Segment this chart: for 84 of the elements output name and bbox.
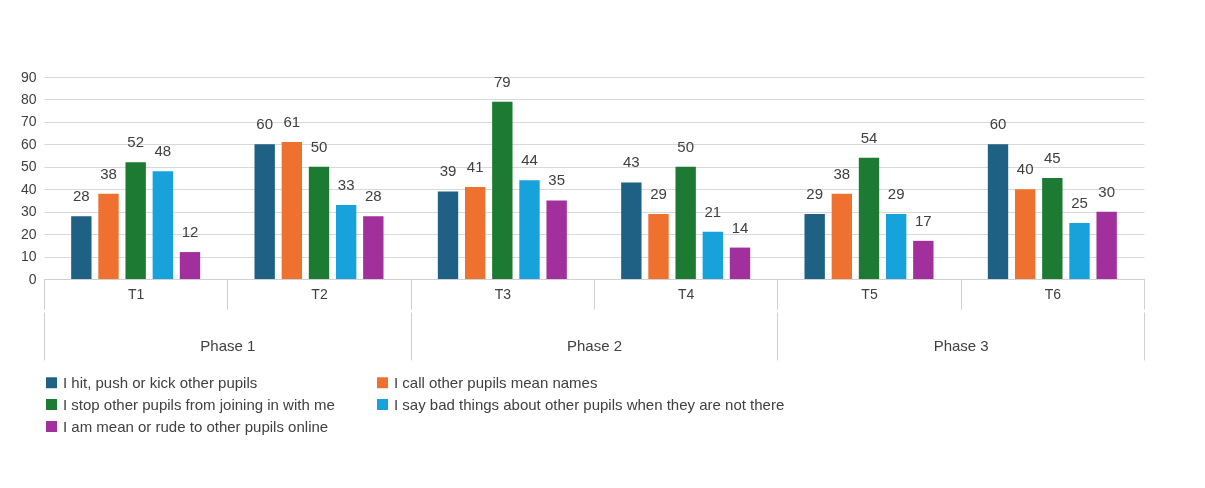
data-label: 29 [650, 184, 667, 202]
bar [437, 191, 459, 279]
legend-label: I call other pupils mean names [394, 373, 598, 391]
data-label: 28 [364, 187, 382, 205]
data-label: 17 [914, 211, 932, 229]
data-label: 50 [310, 137, 328, 155]
data-label: 30 [1098, 182, 1115, 200]
x-tick-label: T2 [311, 285, 328, 302]
bar [913, 240, 934, 279]
y-tick-label: 50 [20, 158, 37, 175]
data-label: 21 [704, 202, 722, 220]
x-tick-label: T3 [494, 285, 512, 302]
y-tick-label: 60 [20, 135, 37, 152]
bar [464, 186, 486, 279]
bar [1042, 178, 1063, 279]
bar [648, 213, 669, 279]
bar [492, 101, 513, 279]
data-label: 28 [73, 187, 90, 205]
bar [546, 200, 567, 279]
bar [621, 182, 642, 279]
bar [1096, 211, 1117, 279]
bar [152, 171, 174, 279]
bar [831, 193, 853, 279]
data-label: 44 [521, 151, 538, 169]
bar [281, 142, 303, 279]
y-tick-label: 90 [20, 68, 37, 85]
x-tick-label: T6 [1044, 285, 1062, 302]
data-label: 43 [623, 153, 640, 171]
data-label: 41 [466, 157, 484, 175]
x-tick-label: T4 [677, 285, 695, 302]
bar [363, 216, 384, 279]
bar [308, 166, 330, 279]
bar [804, 213, 825, 279]
data-label: 48 [154, 142, 172, 160]
x-tick-label: T5 [861, 285, 878, 302]
y-tick-label: 20 [20, 225, 37, 242]
data-label: 79 [493, 72, 511, 90]
data-label: 40 [1016, 160, 1034, 178]
bar [254, 144, 275, 279]
text: Phase 3 [933, 336, 989, 354]
bar [885, 213, 907, 279]
data-label: 33 [337, 175, 355, 193]
bar [987, 144, 1009, 279]
legend-label: I say bad things about other pupils when they are not there [394, 395, 785, 413]
bar [675, 166, 696, 279]
text: Phase 2 [566, 336, 623, 354]
data-label: 54 [860, 128, 878, 146]
y-tick-label: 0 [28, 270, 37, 287]
bar [335, 204, 357, 279]
y-tick-label: 70 [20, 113, 37, 130]
bar [1014, 189, 1036, 279]
bar [179, 252, 201, 279]
data-label: 52 [127, 133, 145, 151]
bar [858, 157, 880, 279]
data-label: 60 [256, 115, 274, 133]
data-label: 25 [1071, 193, 1088, 211]
data-label: 61 [283, 113, 301, 131]
bar [519, 180, 540, 279]
data-label: 14 [731, 218, 749, 236]
data-label: 38 [833, 164, 851, 182]
data-label: 50 [677, 137, 695, 155]
bar [98, 193, 119, 279]
data-label: 38 [100, 164, 117, 182]
bar [1069, 222, 1090, 279]
legend-label: I stop other pupils from joining in with me [63, 395, 335, 413]
y-tick-label: 40 [20, 180, 37, 197]
data-label: 12 [181, 223, 199, 241]
x-tick-label: T1 [127, 285, 145, 302]
bar [125, 162, 146, 279]
legend-label: I am mean or rude to other pupils online [63, 417, 329, 435]
bar [71, 216, 92, 279]
data-label: 29 [887, 184, 905, 202]
data-label: 60 [989, 115, 1007, 133]
y-tick-label: 30 [20, 203, 37, 220]
y-tick-label: 10 [20, 248, 37, 265]
data-label: 29 [806, 184, 824, 202]
y-tick-label: 80 [20, 90, 37, 107]
legend-label: I hit, push or kick other pupils [63, 373, 258, 391]
text: Phase 1 [200, 336, 256, 354]
data-label: 45 [1043, 149, 1061, 166]
bar [702, 231, 724, 279]
data-label: 35 [548, 171, 565, 189]
data-label: 39 [439, 162, 457, 180]
bar [729, 247, 751, 279]
